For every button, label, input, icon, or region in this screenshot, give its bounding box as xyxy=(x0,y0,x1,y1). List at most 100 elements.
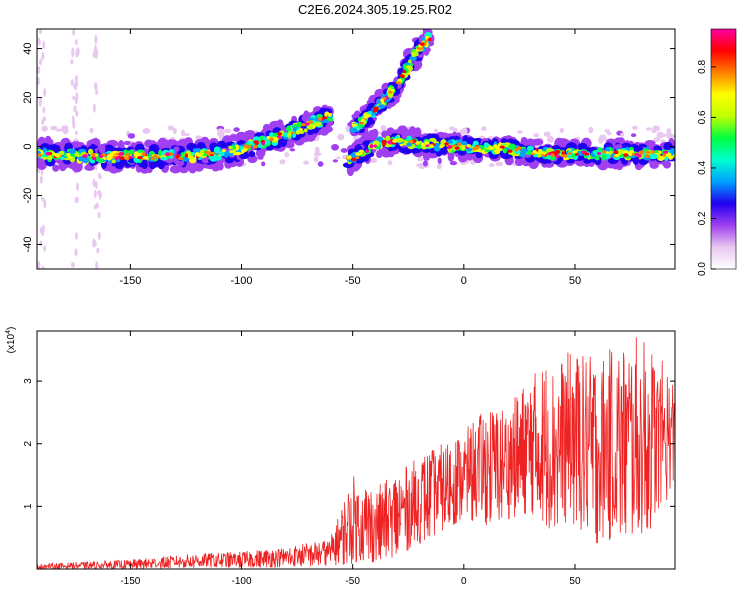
spectrogram-cell xyxy=(127,133,136,139)
spectrogram-cell xyxy=(246,144,251,149)
spectrogram-cell xyxy=(95,48,99,57)
spectrogram-cell xyxy=(234,144,240,151)
spectrogram-cell xyxy=(142,128,151,134)
spectrogram-cell xyxy=(439,144,444,149)
spectrogram-cell xyxy=(358,149,364,153)
spectrogram-cell xyxy=(94,82,97,90)
spectrogram-cell xyxy=(602,150,607,154)
spectrogram-cell xyxy=(303,160,309,165)
spectrogram-cell xyxy=(92,50,96,59)
spectrogram-cell xyxy=(489,147,494,151)
spectrogram-cell xyxy=(89,127,94,134)
spectrogram-cell xyxy=(373,144,377,148)
spectrogram-cell xyxy=(73,83,77,89)
spectrogram-cell xyxy=(263,138,270,145)
spectrogram-cell xyxy=(620,132,625,137)
spectrogram-cell xyxy=(350,157,357,162)
snr-panel: -150 -100 -50 0 50 1 2 3 (x104) xyxy=(5,327,676,587)
spectrogram-cell xyxy=(41,125,49,132)
spectrogram-cell xyxy=(366,113,371,118)
spectrogram-cell xyxy=(321,108,333,115)
spectrogram-cell xyxy=(217,128,224,133)
spectrogram-cell xyxy=(499,145,505,149)
spectrogram-cell xyxy=(631,152,636,156)
spectrogram-cell xyxy=(111,159,116,164)
spectrogram-cell xyxy=(538,148,543,152)
spectrogram-cell xyxy=(43,245,47,252)
spectrogram-cell xyxy=(520,136,528,145)
spectrogram-cell xyxy=(97,190,101,196)
spectrogram-cell xyxy=(406,135,412,142)
spectrogram-cell xyxy=(153,154,157,157)
spectrogram-cell xyxy=(355,152,361,156)
spectrogram-cell xyxy=(429,144,434,149)
spectrogram-cell xyxy=(416,47,421,50)
spectrogram-cell xyxy=(369,144,374,149)
spectrogram-cell xyxy=(349,128,358,133)
spectrogram-cell xyxy=(387,140,393,145)
spectrogram-cell xyxy=(52,164,60,172)
spectrogram-cell xyxy=(313,156,319,163)
spectrogram-cell xyxy=(96,247,100,254)
spectrogram-cell xyxy=(37,159,47,170)
spectrogram-cell xyxy=(97,231,101,240)
spectrogram-cell xyxy=(195,135,203,140)
spectrogram-cell xyxy=(395,137,404,143)
spectrogram-cell xyxy=(645,150,651,154)
spectrogram-cell xyxy=(211,163,220,172)
y-tick-label: 2 xyxy=(23,441,34,447)
spectrogram-cell xyxy=(254,141,259,146)
spectrogram-cell xyxy=(554,149,561,154)
spectrogram-cell xyxy=(167,125,175,131)
spectrogram-cell xyxy=(128,155,133,159)
spectrogram-cell xyxy=(433,128,438,133)
spectrogram-cell xyxy=(41,118,45,125)
spectrogram-cell xyxy=(507,149,513,153)
spectrogram-cell xyxy=(402,69,407,74)
spectrogram-cell xyxy=(437,157,442,164)
spectrogram-cell xyxy=(601,154,607,161)
spectrogram-cell xyxy=(60,127,66,132)
spectrogram-cell xyxy=(157,159,165,170)
spectrogram-cell xyxy=(119,156,125,160)
spectrogram-cell xyxy=(497,148,503,151)
spectrogram-cell xyxy=(37,68,41,74)
spectrogram-cell xyxy=(502,148,508,154)
spectrogram-cell xyxy=(369,157,378,164)
spectrogram-cell xyxy=(567,152,572,155)
spectrogram-cell xyxy=(584,152,590,156)
spectrogram-panel: -150 -100 -50 0 50 -40 -20 0 20 40 xyxy=(22,28,676,287)
colorbar: 0.0 0.2 0.4 0.6 0.8 xyxy=(697,28,737,276)
spectrogram-cell xyxy=(273,136,279,141)
spectrogram-cell xyxy=(331,143,339,151)
spectrogram-cell xyxy=(45,151,51,156)
spectrogram-cell xyxy=(54,153,61,158)
spectrogram-cell xyxy=(74,248,78,257)
spectrogram-cell xyxy=(123,140,131,146)
spectrogram-cell xyxy=(547,152,551,156)
spectrogram-cell xyxy=(93,189,97,199)
spectrogram-cell xyxy=(447,139,453,144)
spectrogram-cell xyxy=(160,156,168,161)
spectrogram-cell xyxy=(233,127,240,132)
x-tick-label: 50 xyxy=(569,576,581,587)
spectrogram-cell xyxy=(93,242,97,247)
spectrogram-cell xyxy=(39,175,43,184)
spectrogram-cell xyxy=(38,99,42,107)
spectrogram-cell xyxy=(444,142,449,146)
spectrogram-cell xyxy=(37,76,40,86)
spectrogram-cell xyxy=(143,155,149,160)
spectrogram-cell xyxy=(296,121,303,128)
spectrogram-cell xyxy=(149,160,157,170)
spectrogram-cell xyxy=(290,131,295,135)
spectrogram-cell xyxy=(115,156,119,161)
spectrogram-cell xyxy=(447,144,453,149)
spectrogram-cell xyxy=(133,151,140,156)
spectrogram-cell xyxy=(39,240,43,247)
spectrogram-cell xyxy=(385,135,391,142)
snr-series-line xyxy=(37,337,675,569)
spectrogram-cell xyxy=(58,150,65,156)
spectrogram-cell xyxy=(652,125,658,132)
spectrogram-cell xyxy=(436,162,442,170)
spectrogram-cell xyxy=(377,104,386,109)
